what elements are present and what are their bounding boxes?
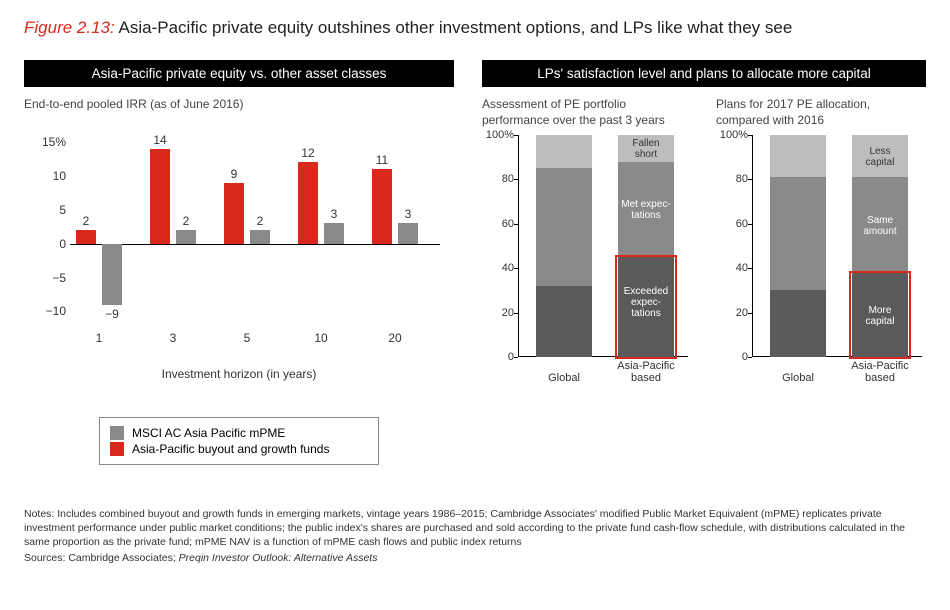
- y-tick-label: 60: [716, 218, 748, 230]
- sources-italic: Preqin Investor Outlook: Alternative Ass…: [179, 552, 378, 564]
- stacked-plot: 020406080100%GlobalExceeded expec- tatio…: [482, 135, 692, 357]
- panel-left: Asia-Pacific private equity vs. other as…: [24, 60, 454, 465]
- stacked-segment: [770, 177, 826, 290]
- left-subcaption: End-to-end pooled IRR (as of June 2016): [24, 97, 454, 129]
- legend-swatch: [110, 426, 124, 440]
- y-tick-label: 100%: [482, 129, 514, 141]
- stacked-plot: 020406080100%GlobalMore capitalSame amou…: [716, 135, 926, 357]
- bar: [398, 223, 418, 243]
- bar: [250, 230, 270, 244]
- y-tick-label: 10: [26, 169, 66, 183]
- x-category-label: 20: [368, 331, 422, 345]
- y-tick-label: 80: [716, 173, 748, 185]
- stacked-subcaption: Assessment of PE portfolio performance o…: [482, 97, 692, 129]
- stacked-bar: [770, 135, 826, 357]
- bar-value-label: −9: [102, 307, 122, 321]
- bar: [76, 230, 96, 244]
- highlight-box: [615, 255, 677, 359]
- notes: Notes: Includes combined buyout and grow…: [24, 507, 926, 550]
- right-charts: Assessment of PE portfolio performance o…: [482, 87, 926, 357]
- x-axis-title: Investment horizon (in years): [24, 367, 454, 381]
- legend-label: Asia-Pacific buyout and growth funds: [132, 442, 329, 456]
- y-tick-label: 100%: [716, 129, 748, 141]
- stacked-subcaption: Plans for 2017 PE allocation, compared w…: [716, 97, 926, 129]
- x-category-label: Asia-Pacific based: [848, 360, 912, 385]
- x-category-label: 5: [220, 331, 274, 345]
- bar-value-label: 2: [76, 214, 96, 228]
- bar-value-label: 2: [176, 214, 196, 228]
- y-tick-label: 0: [26, 237, 66, 251]
- segment-label: Less capital: [852, 146, 908, 168]
- bar-value-label: 2: [250, 214, 270, 228]
- x-category-label: 3: [146, 331, 200, 345]
- bar-value-label: 14: [150, 133, 170, 147]
- bar: [324, 223, 344, 243]
- bar-chart: −10−5051015%2−9114239251231011320: [24, 135, 454, 365]
- stacked-bar: [536, 135, 592, 357]
- bar: [372, 169, 392, 244]
- y-tick-label: 60: [482, 218, 514, 230]
- bar: [150, 149, 170, 244]
- y-tick-label: 15%: [26, 135, 66, 149]
- y-tick-label: 20: [716, 307, 748, 319]
- highlight-box: [849, 271, 911, 359]
- segment-label: Fallen short: [618, 138, 674, 160]
- panel-right: LPs' satisfaction level and plans to all…: [482, 60, 926, 465]
- y-tick-label: 0: [716, 351, 748, 363]
- panels: Asia-Pacific private equity vs. other as…: [24, 60, 926, 465]
- legend-swatch: [110, 442, 124, 456]
- figure-title: Figure 2.13: Asia-Pacific private equity…: [24, 18, 926, 38]
- stacked-chart-2: Plans for 2017 PE allocation, compared w…: [716, 87, 926, 357]
- stacked-segment: [536, 168, 592, 286]
- y-tick-label: 40: [716, 262, 748, 274]
- stacked-segment: [770, 135, 826, 177]
- stacked-segment: [536, 135, 592, 168]
- y-tick-label: 80: [482, 173, 514, 185]
- bar-value-label: 11: [372, 153, 392, 167]
- bar-chart-plot: −10−5051015%2−9114239251231011320: [70, 135, 440, 325]
- legend-row: MSCI AC Asia Pacific mPME: [110, 426, 368, 440]
- y-tick-label: −5: [26, 271, 66, 285]
- bar-value-label: 9: [224, 167, 244, 181]
- sources-prefix: Sources: Cambridge Associates;: [24, 552, 179, 564]
- x-category-label: 10: [294, 331, 348, 345]
- bar: [298, 162, 318, 243]
- bar-value-label: 3: [324, 207, 344, 221]
- x-category-label: 1: [72, 331, 126, 345]
- figure-text: Asia-Pacific private equity outshines ot…: [119, 18, 793, 37]
- legend-label: MSCI AC Asia Pacific mPME: [132, 426, 285, 440]
- bar: [102, 244, 122, 305]
- stacked-chart-1: Assessment of PE portfolio performance o…: [482, 87, 692, 357]
- bar: [224, 183, 244, 244]
- legend-row: Asia-Pacific buyout and growth funds: [110, 442, 368, 456]
- bar: [176, 230, 196, 244]
- segment-label: Same amount: [852, 215, 908, 237]
- y-tick-label: 0: [482, 351, 514, 363]
- bar-value-label: 3: [398, 207, 418, 221]
- x-category-label: Asia-Pacific based: [614, 360, 678, 385]
- legend: MSCI AC Asia Pacific mPME Asia-Pacific b…: [99, 417, 379, 465]
- right-header: LPs' satisfaction level and plans to all…: [482, 60, 926, 87]
- x-category-label: Global: [766, 372, 830, 385]
- stacked-segment: [536, 286, 592, 357]
- y-tick-label: 20: [482, 307, 514, 319]
- sources: Sources: Cambridge Associates; Preqin In…: [24, 552, 926, 564]
- x-category-label: Global: [532, 372, 596, 385]
- y-tick-label: 40: [482, 262, 514, 274]
- bar-value-label: 12: [298, 146, 318, 160]
- left-header: Asia-Pacific private equity vs. other as…: [24, 60, 454, 87]
- segment-label: Met expec- tations: [618, 199, 674, 221]
- y-tick-label: −10: [26, 304, 66, 318]
- stacked-segment: [770, 290, 826, 357]
- y-tick-label: 5: [26, 203, 66, 217]
- figure-number: Figure 2.13:: [24, 18, 115, 37]
